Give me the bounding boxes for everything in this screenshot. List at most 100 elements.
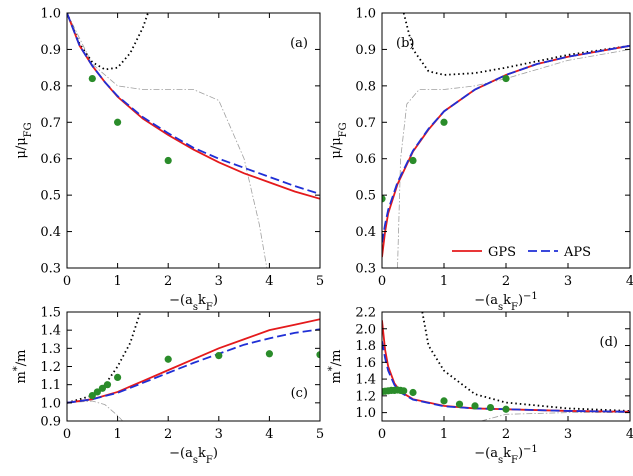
data-point	[164, 156, 172, 165]
data-point	[486, 403, 495, 412]
data-point	[409, 156, 417, 165]
y-tick-label: 0.6	[355, 152, 376, 167]
y-tick-label: 1.4	[40, 324, 61, 339]
x-tick-label: 5	[316, 274, 324, 289]
x-tick-label: 0	[63, 274, 71, 289]
axes-frame	[381, 12, 631, 269]
x-tick-label: 4	[265, 427, 273, 442]
y-tick-label: 1.8	[355, 339, 376, 354]
line-series	[67, 13, 149, 71]
line-series	[421, 312, 630, 412]
x-axis-label-part: )	[518, 293, 523, 308]
x-axis-label-part: −(a	[169, 293, 193, 308]
line-series	[382, 341, 630, 413]
data-point	[164, 355, 172, 363]
x-tick-label: 4	[626, 274, 633, 289]
line-series	[67, 13, 320, 195]
x-tick-label: 4	[265, 274, 273, 289]
y-tick-label: 1.3	[40, 342, 61, 357]
data-point	[471, 402, 479, 410]
x-tick-label: 1	[113, 427, 121, 442]
x-tick-label: 3	[564, 427, 572, 442]
y-tick-label: 0.3	[40, 262, 61, 277]
y-tick-label: 1.4	[355, 373, 376, 388]
y-tick-label: 1.0	[355, 7, 376, 22]
data-point	[440, 397, 448, 405]
data-point	[103, 381, 112, 389]
data-point	[114, 118, 122, 126]
x-axis-label-part: −(a	[474, 446, 498, 461]
plot-area	[67, 312, 320, 421]
x-axis-label-part: )	[213, 446, 218, 461]
annotation: (d)	[600, 335, 618, 350]
data-point	[502, 74, 510, 83]
y-tick-label: 2.2	[355, 306, 376, 321]
annotation: (c)	[291, 386, 308, 401]
x-axis-label-part: F	[511, 302, 518, 313]
x-tick-label: 2	[502, 274, 510, 289]
x-tick-label: 2	[164, 274, 172, 289]
x-axis-label: −(askF)−1	[474, 444, 538, 466]
y-tick-label: 1.0	[40, 396, 61, 411]
x-tick-label: 4	[626, 427, 633, 442]
x-tick-label: 0	[378, 274, 386, 289]
y-tick-label: 0.4	[355, 225, 376, 240]
x-axis-label-part: −1	[523, 444, 538, 455]
y-axis-label-part: /m	[329, 349, 344, 366]
x-axis-label-part: s	[193, 302, 198, 313]
x-tick-label: 3	[215, 274, 223, 289]
y-axis-label-part: FG	[23, 122, 34, 137]
x-axis-label-part: )	[213, 293, 218, 308]
y-tick-label: 1.5	[40, 306, 61, 321]
y-tick-label: 0.5	[40, 189, 61, 204]
data-point	[114, 373, 122, 381]
y-axis-label: m*/m	[327, 349, 345, 383]
data-point	[215, 352, 223, 360]
y-tick-label: 0.9	[40, 43, 61, 58]
data-point	[382, 195, 386, 203]
x-axis-label: −(askF)−1	[474, 291, 538, 313]
y-tick-label: 0.4	[40, 225, 61, 240]
line-series	[382, 320, 630, 413]
x-axis-label-part: −(a	[474, 293, 498, 308]
line-series	[382, 44, 630, 243]
x-axis-label-part: F	[511, 455, 518, 466]
y-tick-label: 0.9	[355, 43, 376, 58]
x-axis-label-part: s	[193, 455, 198, 466]
data-point	[455, 400, 464, 408]
y-axis-label: m*/m	[12, 349, 30, 383]
legend-label: APS	[563, 245, 591, 260]
line-series	[67, 312, 142, 404]
y-tick-label: 1.2	[40, 360, 61, 375]
x-axis-label-part: k	[503, 446, 511, 461]
x-tick-label: 2	[164, 427, 172, 442]
y-axis-label-part: μ/μ	[14, 137, 29, 158]
y-tick-label: 0.7	[355, 116, 376, 131]
y-tick-label: 0.5	[355, 189, 376, 204]
line-series	[67, 13, 320, 200]
y-axis-label-part: FG	[338, 122, 349, 137]
annotation: (b)	[396, 36, 414, 51]
y-axis-label-part: *	[327, 366, 338, 371]
data-point	[98, 384, 107, 392]
line-series	[67, 13, 268, 268]
x-axis-label-part: k	[198, 293, 206, 308]
x-axis-label-part: s	[498, 302, 503, 313]
x-tick-label: 0	[378, 427, 386, 442]
line-series	[67, 400, 123, 421]
x-axis-label: −(askF)	[169, 293, 218, 313]
data-point	[88, 74, 96, 83]
x-tick-label: 2	[502, 427, 510, 442]
data-point	[93, 388, 101, 396]
legend-label: GPS	[488, 245, 516, 260]
y-axis-label-part: /m	[14, 349, 29, 366]
y-tick-label: 0.6	[40, 152, 61, 167]
x-tick-label: 3	[215, 427, 223, 442]
data-point	[409, 388, 417, 397]
y-axis-label-part: *	[12, 366, 23, 371]
y-axis-label: μ/μFG	[14, 122, 34, 158]
y-tick-label: 1.2	[355, 389, 376, 404]
x-tick-label: 1	[113, 274, 121, 289]
x-axis-label-part: F	[206, 455, 213, 466]
data-point	[440, 118, 448, 126]
